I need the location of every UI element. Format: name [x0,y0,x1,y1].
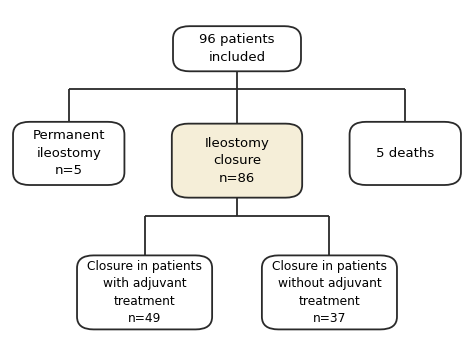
Text: 96 patients
included: 96 patients included [199,34,275,64]
FancyBboxPatch shape [173,26,301,71]
Text: 5 deaths: 5 deaths [376,147,434,160]
FancyBboxPatch shape [262,256,397,329]
FancyBboxPatch shape [172,123,302,198]
FancyBboxPatch shape [13,122,124,185]
Text: Permanent
ileostomy
n=5: Permanent ileostomy n=5 [33,130,105,177]
Text: Closure in patients
without adjuvant
treatment
n=37: Closure in patients without adjuvant tre… [272,260,387,325]
FancyBboxPatch shape [349,122,461,185]
Text: Closure in patients
with adjuvant
treatment
n=49: Closure in patients with adjuvant treatm… [87,260,202,325]
FancyBboxPatch shape [77,256,212,329]
Text: Ileostomy
closure
n=86: Ileostomy closure n=86 [205,137,269,184]
